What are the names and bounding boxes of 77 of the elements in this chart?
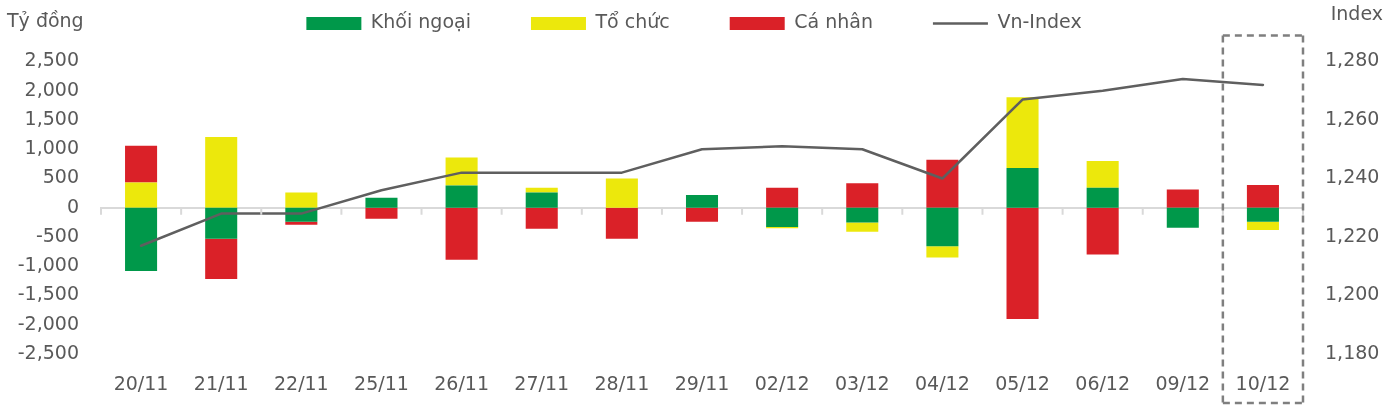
y-tick-label: 0 — [66, 194, 79, 217]
y2-axis-title: Index — [1330, 2, 1383, 24]
bar — [525, 192, 558, 208]
bar — [1166, 207, 1199, 228]
x-tick-label: 09/12 — [1155, 372, 1211, 395]
bar — [525, 207, 558, 229]
legend-label: Tổ chức — [594, 10, 670, 33]
bar — [926, 207, 959, 247]
bar — [605, 207, 638, 239]
bar — [125, 145, 158, 183]
bar — [525, 187, 558, 193]
bar — [766, 207, 799, 228]
bar — [125, 182, 158, 208]
x-tick-label: 10/12 — [1235, 372, 1291, 395]
bar — [846, 222, 879, 232]
bar — [1246, 207, 1279, 222]
bar — [1006, 167, 1039, 208]
bar — [285, 221, 318, 225]
y-tick-label: 1,000 — [24, 136, 79, 159]
bar — [445, 207, 478, 260]
bar — [205, 136, 238, 208]
bar — [125, 207, 158, 271]
bar — [1086, 160, 1119, 188]
legend-label: Cá nhân — [794, 10, 873, 33]
bar — [205, 207, 238, 239]
y2-tick-label: 1,280 — [1325, 48, 1380, 71]
y2-tick-label: 1,260 — [1325, 106, 1380, 129]
legend-label: Vn-Index — [997, 10, 1082, 33]
x-tick-label: 28/11 — [594, 372, 650, 395]
bar — [1246, 184, 1279, 208]
bar — [205, 238, 238, 280]
y-tick-label: 2,500 — [24, 48, 79, 71]
x-tick-label: 02/12 — [754, 372, 810, 395]
y-tick-label: -1,000 — [17, 253, 79, 276]
y-tick-label: -2,000 — [17, 311, 79, 334]
bar — [1006, 207, 1039, 319]
legend-label: Khối ngoại — [370, 10, 471, 33]
bar — [445, 157, 478, 186]
x-tick-label: 04/12 — [915, 372, 970, 395]
bar — [685, 194, 719, 208]
bar — [1246, 221, 1279, 230]
bar — [1086, 187, 1119, 208]
bar — [846, 183, 879, 208]
bar — [926, 246, 959, 258]
y-tick-label: 1,500 — [24, 106, 79, 129]
bar — [926, 159, 959, 208]
bar — [766, 187, 799, 208]
x-tick-label: 03/12 — [834, 372, 890, 395]
x-tick-label: 05/12 — [995, 372, 1050, 395]
x-tick-label: 26/11 — [434, 372, 489, 395]
y2-tick-label: 1,240 — [1325, 165, 1380, 188]
y-tick-label: -1,500 — [17, 282, 79, 305]
bar — [1166, 189, 1199, 208]
bar — [846, 207, 879, 223]
y-tick-label: 500 — [42, 165, 79, 188]
x-tick-label: 27/11 — [514, 372, 570, 395]
x-tick-label: 20/11 — [113, 372, 169, 395]
x-tick-label: 25/11 — [354, 372, 409, 395]
y-tick-label: -500 — [35, 223, 79, 246]
bar — [605, 178, 638, 208]
y-axis-title: Tỷ đồng — [6, 9, 84, 31]
bar — [365, 197, 398, 208]
bar — [1006, 97, 1039, 168]
bar — [285, 192, 318, 208]
bar — [685, 207, 719, 222]
y-tick-label: -2,500 — [17, 340, 79, 363]
x-tick-label: 22/11 — [273, 372, 329, 395]
bar — [445, 185, 478, 208]
bar — [1086, 207, 1119, 255]
y2-tick-label: 1,200 — [1325, 282, 1380, 305]
x-tick-label: 29/11 — [674, 372, 730, 395]
x-tick-label: 06/12 — [1075, 372, 1131, 395]
y2-tick-label: 1,180 — [1325, 340, 1380, 363]
bar — [365, 207, 398, 219]
x-tick-label: 21/11 — [193, 372, 249, 395]
y-tick-label: 2,000 — [24, 77, 79, 100]
y2-tick-label: 1,220 — [1325, 223, 1380, 246]
